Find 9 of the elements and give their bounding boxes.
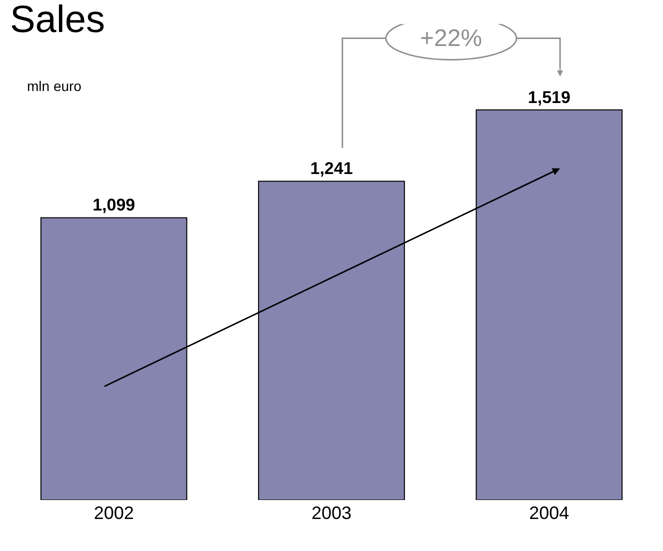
x-tick-label: 2003 [311,503,352,523]
data-label: 1,519 [528,88,570,107]
data-label: 1,241 [310,159,353,178]
chart-title: Sales [10,0,106,42]
chart-subtitle: mln euro [27,78,82,94]
data-label: 1,099 [92,196,136,215]
x-tick-label: 2004 [529,503,570,523]
x-tick-label: 2002 [94,503,134,523]
text: +22% [420,25,482,52]
